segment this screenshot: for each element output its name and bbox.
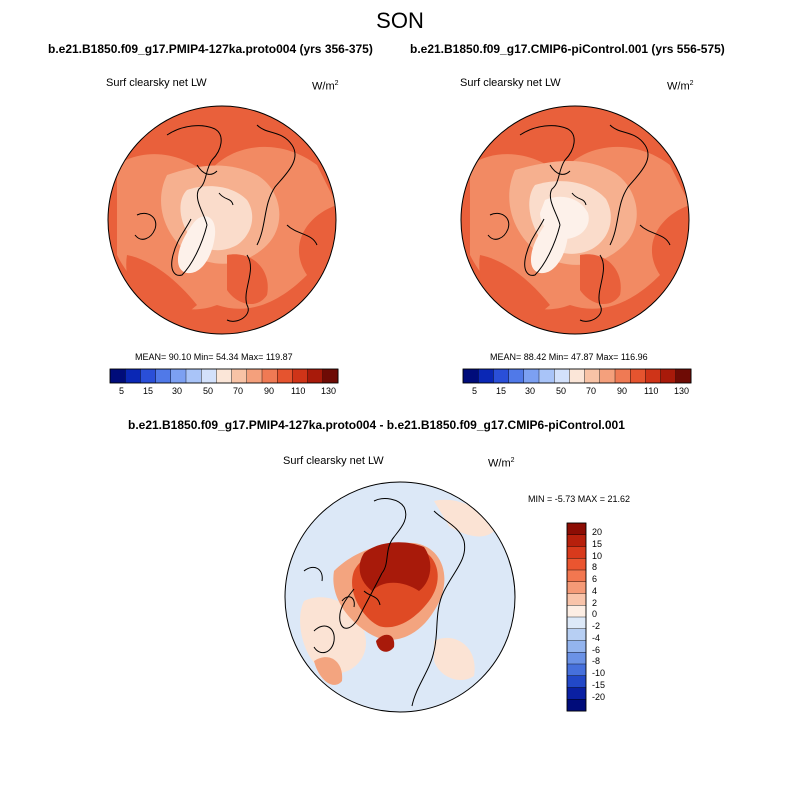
right-colorbar [462, 368, 692, 384]
hcb-right-label: 30 [525, 386, 536, 396]
colorbar-swatch [566, 569, 587, 583]
hcb-right-label: 90 [617, 386, 628, 396]
colorbar-swatch [566, 699, 587, 712]
colorbar-swatch [523, 368, 540, 384]
colorbar-swatch [566, 605, 587, 618]
colorbar-swatch [566, 652, 587, 665]
figure-title: SON [376, 8, 424, 33]
hcb-left-label: 110 [291, 386, 306, 396]
vcb-label: 2 [592, 597, 598, 608]
colorbar-swatch [566, 593, 587, 606]
colorbar-swatch [553, 368, 570, 384]
colorbar-swatch [660, 368, 677, 384]
hcb-left-label: 15 [143, 386, 154, 396]
right-stats: MEAN= 88.42 Min= 47.87 Max= 116.96 [490, 352, 648, 362]
hcb-left-label: 5 [119, 386, 125, 396]
colorbar-swatch [566, 546, 587, 559]
vcb-label: -20 [592, 691, 606, 702]
diff-variable-label: Surf clearsky net LW [283, 455, 384, 467]
hcb-left-label: 90 [264, 386, 275, 396]
colorbar-swatch [124, 368, 141, 384]
hcb-right-label: 50 [556, 386, 567, 396]
colorbar-swatch [231, 368, 248, 384]
colorbar-swatch [276, 368, 293, 384]
hcb-right-label: 70 [586, 386, 597, 396]
colorbar-swatch [155, 368, 172, 384]
vcb-label: 0 [592, 609, 598, 620]
colorbar-swatch [566, 687, 587, 700]
vcb-label: -2 [592, 621, 601, 631]
colorbar-swatch [261, 368, 278, 384]
left-units-label: W/m2 [312, 80, 339, 93]
diff-panel-subtitle: b.e21.B1850.f09_g17.PMIP4-127ka.proto004… [128, 418, 625, 432]
colorbar-swatch [645, 368, 662, 384]
colorbar-swatch [109, 368, 126, 384]
colorbar-swatch [538, 368, 555, 384]
hcb-right-label: 130 [674, 386, 690, 396]
right-units-label: W/m2 [667, 80, 694, 93]
vcb-label: -4 [592, 632, 601, 643]
colorbar-swatch [566, 534, 587, 548]
vcb-label: 15 [592, 538, 603, 549]
colorbar-swatch [185, 368, 202, 384]
vcb-label: -15 [592, 679, 606, 690]
colorbar-swatch [566, 522, 587, 536]
diff-units-label: W/m2 [488, 457, 515, 470]
vcb-label: -8 [592, 656, 601, 667]
colorbar-swatch [629, 368, 646, 384]
colorbar-swatch [508, 368, 525, 384]
right-polar-map [460, 105, 690, 335]
hcb-left-label: 70 [233, 386, 244, 396]
colorbar-swatch [292, 368, 309, 384]
left-colorbar-labels: 5 15 30 50 70 90 110 130 [110, 386, 338, 398]
diff-colorbar [566, 522, 587, 712]
colorbar-swatch [493, 368, 510, 384]
colorbar-swatch [566, 628, 587, 642]
left-panel-subtitle: b.e21.B1850.f09_g17.PMIP4-127ka.proto004… [48, 42, 373, 56]
hcb-left-label: 30 [172, 386, 183, 396]
colorbar-swatch [566, 640, 587, 653]
colorbar-swatch [477, 368, 494, 384]
vcb-label: -10 [592, 668, 606, 678]
left-colorbar [109, 368, 339, 384]
left-stats: MEAN= 90.10 Min= 54.34 Max= 119.87 [135, 352, 293, 362]
left-polar-map [107, 105, 337, 335]
vcb-label: 20 [592, 527, 603, 537]
vcb-label: 10 [592, 550, 603, 561]
colorbar-swatch [675, 368, 692, 384]
colorbar-swatch [246, 368, 263, 384]
colorbar-swatch [599, 368, 616, 384]
hcb-left-label: 50 [203, 386, 214, 396]
colorbar-swatch [200, 368, 217, 384]
diff-colorbar-labels: 20 15 10 8 6 4 2 0 -2 -4 -6 -8 -10 -15 -… [592, 527, 622, 715]
diff-stats: MIN = -5.73 MAX = 21.62 [528, 494, 631, 504]
hcb-right-label: 5 [472, 386, 478, 396]
diff-polar-map [284, 481, 516, 713]
vcb-label: -6 [592, 644, 601, 655]
vcb-label: 8 [592, 562, 598, 573]
hcb-right-label: 15 [496, 386, 507, 396]
colorbar-swatch [614, 368, 631, 384]
colorbar-swatch [566, 675, 587, 689]
colorbar-swatch [216, 368, 233, 384]
colorbar-swatch [566, 663, 587, 677]
colorbar-swatch [140, 368, 157, 384]
colorbar-swatch [322, 368, 339, 384]
hcb-right-label: 110 [644, 386, 659, 396]
hcb-left-label: 130 [321, 386, 337, 396]
right-colorbar-labels: 5 15 30 50 70 90 110 130 [463, 386, 691, 398]
colorbar-swatch [584, 368, 601, 384]
colorbar-swatch [569, 368, 586, 384]
colorbar-swatch [170, 368, 187, 384]
colorbar-swatch [566, 558, 587, 571]
vcb-label: 4 [592, 585, 598, 596]
left-variable-label: Surf clearsky net LW [106, 77, 207, 89]
colorbar-swatch [566, 616, 587, 630]
right-variable-label: Surf clearsky net LW [460, 77, 561, 89]
colorbar-swatch [462, 368, 479, 384]
right-panel-subtitle: b.e21.B1850.f09_g17.CMIP6-piControl.001 … [410, 42, 725, 56]
colorbar-swatch [307, 368, 324, 384]
vcb-label: 6 [592, 574, 598, 584]
colorbar-swatch [566, 581, 587, 595]
